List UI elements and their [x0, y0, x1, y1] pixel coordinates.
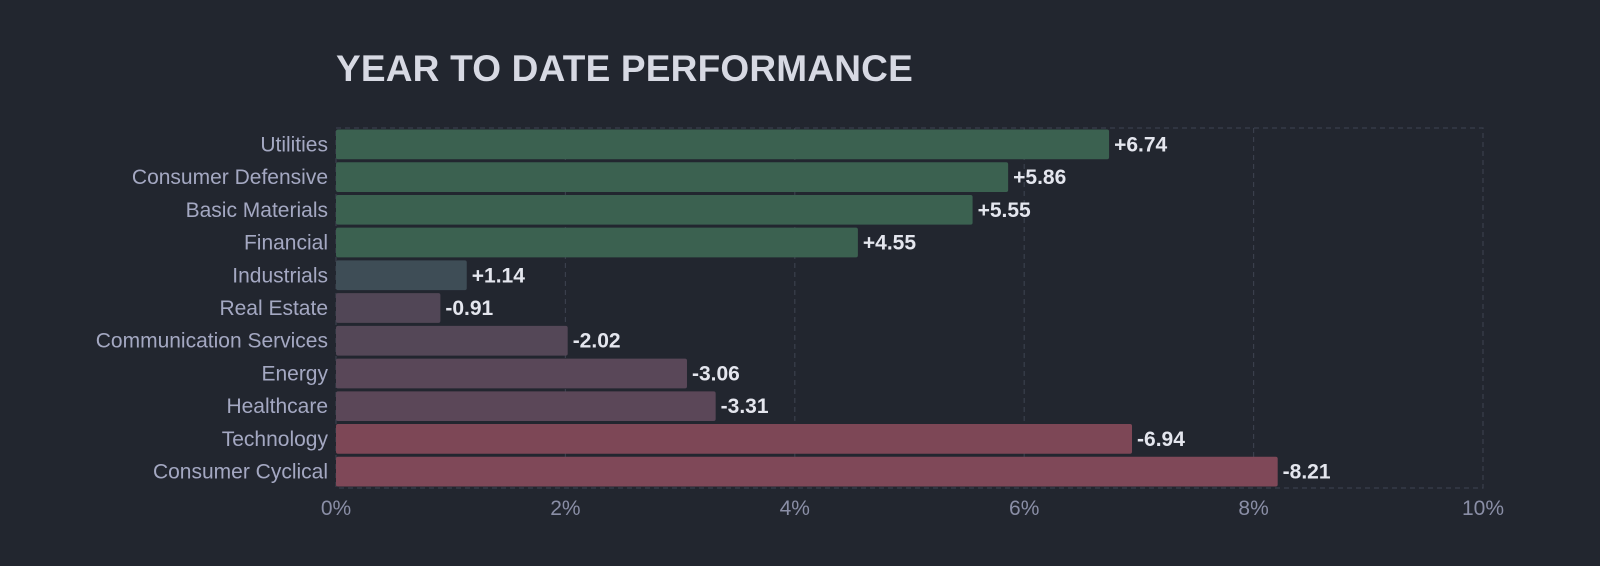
chart-title: YEAR TO DATE PERFORMANCE	[336, 48, 913, 89]
category-label: Communication Services	[96, 330, 328, 353]
category-label: Energy	[261, 362, 328, 385]
bar	[336, 162, 1009, 192]
bar	[336, 424, 1133, 454]
value-label: -0.91	[445, 297, 493, 320]
value-label: -6.94	[1137, 428, 1185, 451]
category-label: Consumer Defensive	[132, 166, 328, 189]
bar	[336, 358, 687, 389]
x-tick-label: 0%	[321, 497, 351, 520]
x-tick-label: 4%	[780, 497, 810, 520]
bar	[336, 129, 1110, 160]
bar	[336, 293, 441, 323]
value-label: +5.86	[1013, 166, 1066, 189]
value-label: -3.06	[692, 362, 740, 385]
bar	[336, 227, 858, 258]
category-label: Basic Materials	[186, 199, 328, 222]
category-label: Financial	[244, 232, 328, 255]
x-tick-label: 10%	[1462, 497, 1504, 520]
x-tick-label: 2%	[550, 497, 580, 520]
category-label: Real Estate	[219, 297, 328, 320]
value-label: +1.14	[472, 264, 525, 287]
category-labels: Utilities Consumer Defensive Basic Materia…	[96, 133, 329, 483]
category-label: Utilities	[260, 133, 328, 156]
bar	[336, 456, 1278, 487]
bar	[336, 391, 716, 422]
category-label: Industrials	[232, 264, 328, 287]
plot-frame	[335, 127, 1484, 489]
value-label: -2.02	[573, 330, 621, 353]
category-label: Healthcare	[226, 395, 328, 418]
x-tick-label: 8%	[1238, 497, 1268, 520]
bar	[336, 325, 568, 356]
x-axis-ticks: 0% 2% 4% 6% 8% 10%	[321, 497, 1504, 520]
value-labels: +6.74 +5.86 +5.55 +4.55 +1.14 -0.91 -2.02 -3.06…	[445, 133, 1330, 483]
bar	[336, 194, 973, 225]
bar	[336, 260, 467, 291]
value-label: -8.21	[1283, 461, 1331, 484]
value-label: +4.55	[863, 232, 916, 255]
category-label: Consumer Cyclical	[153, 461, 328, 484]
value-label: -3.31	[721, 395, 769, 418]
value-label: +5.55	[978, 199, 1031, 222]
value-label: +6.74	[1114, 133, 1167, 156]
x-tick-label: 6%	[1009, 497, 1039, 520]
category-label: Technology	[222, 428, 329, 451]
bars	[336, 129, 1278, 487]
